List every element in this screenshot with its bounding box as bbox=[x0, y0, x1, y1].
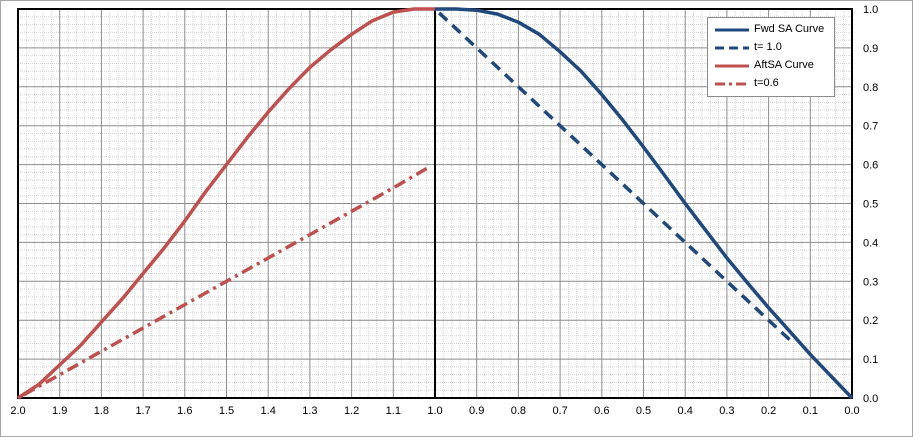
x-tick-label: 1.3 bbox=[302, 405, 317, 417]
legend-item-aft-sa: AftSA Curve bbox=[714, 57, 834, 75]
y-tick-label: 1.0 bbox=[863, 4, 878, 16]
x-tick-label: 0.0 bbox=[844, 405, 859, 417]
legend-item-fwd-sa: Fwd SA Curve bbox=[714, 21, 834, 39]
legend-label-fwd-sa: Fwd SA Curve bbox=[754, 23, 825, 35]
major-gridlines bbox=[17, 8, 853, 399]
series-line-aftsa-curve bbox=[17, 7, 435, 400]
y-tick-label: 0.4 bbox=[863, 237, 878, 249]
x-tick-label: 1.7 bbox=[135, 405, 150, 417]
x-tick-label: 0.6 bbox=[594, 405, 609, 417]
legend-swatch-t-1 bbox=[715, 46, 749, 50]
y-axis-ticks: 1.0 0.9 0.8 0.7 0.6 0.5 0.4 0.3 0.2 0.1 0.0 bbox=[863, 4, 878, 405]
x-tick-label: 0.2 bbox=[761, 405, 776, 417]
legend-label-aft-sa: AftSA Curve bbox=[754, 59, 814, 71]
series-line-t-0-6 bbox=[17, 166, 428, 400]
x-tick-label: 0.4 bbox=[678, 405, 693, 417]
x-tick-label: 1.4 bbox=[261, 405, 276, 417]
series-line-t-1-0 bbox=[433, 7, 791, 341]
y-tick-label: 0.7 bbox=[863, 121, 878, 133]
y-tick-label: 0.0 bbox=[863, 393, 878, 405]
y-tick-label: 0.2 bbox=[863, 315, 878, 327]
x-axis-ticks: 2.0 1.9 1.8 1.7 1.6 1.5 1.4 1.3 1.2 1.1 1.0 0.9 0.8 0… bbox=[10, 405, 859, 417]
y-tick-label: 0.8 bbox=[863, 82, 878, 94]
legend-item-t-06: t=0.6 bbox=[714, 75, 834, 93]
y-tick-label: 0.6 bbox=[863, 160, 878, 172]
x-tick-label: 1.6 bbox=[177, 405, 192, 417]
legend-label-t-1: t= 1.0 bbox=[754, 41, 782, 53]
x-tick-label: 1.0 bbox=[427, 405, 442, 417]
y-tick-label: 0.5 bbox=[863, 199, 878, 211]
x-tick-label: 1.1 bbox=[386, 405, 401, 417]
x-tick-label: 2.0 bbox=[10, 405, 25, 417]
legend-swatch-aft-sa bbox=[715, 64, 749, 68]
y-tick-label: 0.9 bbox=[863, 43, 878, 55]
plot-series bbox=[17, 7, 854, 400]
series-line-fwd-sa-curve bbox=[435, 7, 854, 400]
x-tick-label: 1.5 bbox=[219, 405, 234, 417]
x-tick-label: 0.3 bbox=[719, 405, 734, 417]
x-tick-label: 1.9 bbox=[52, 405, 67, 417]
x-tick-label: 0.7 bbox=[552, 405, 567, 417]
x-tick-label: 0.8 bbox=[511, 405, 526, 417]
legend-label-t-06: t=0.6 bbox=[754, 77, 779, 89]
legend-swatch-fwd-sa bbox=[715, 28, 749, 32]
x-tick-label: 0.1 bbox=[803, 405, 818, 417]
chart-legend: Fwd SA Curve t= 1.0 AftSA Curve t=0.6 bbox=[707, 17, 835, 97]
x-tick-label: 1.2 bbox=[344, 405, 359, 417]
x-tick-label: 1.8 bbox=[94, 405, 109, 417]
x-tick-label: 0.9 bbox=[469, 405, 484, 417]
legend-swatch-t-06 bbox=[715, 82, 749, 86]
x-tick-label: 0.5 bbox=[636, 405, 651, 417]
y-tick-label: 0.3 bbox=[863, 276, 878, 288]
y-tick-label: 0.1 bbox=[863, 354, 878, 366]
legend-item-t-1: t= 1.0 bbox=[714, 39, 834, 57]
